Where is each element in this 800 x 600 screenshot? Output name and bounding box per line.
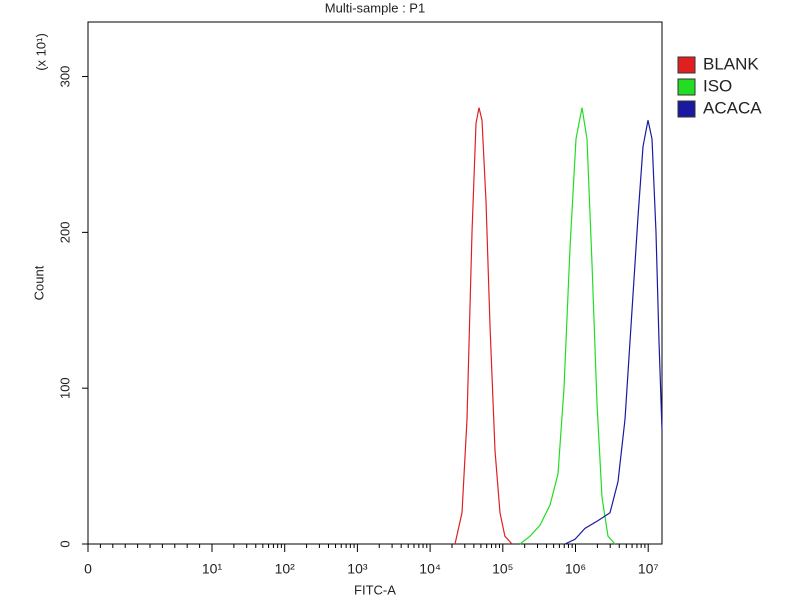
legend-swatch: [677, 100, 696, 118]
y-axis-label: Count: [31, 265, 46, 300]
histogram-line: [454, 107, 513, 545]
legend-swatch: [677, 56, 696, 74]
y-tick-label: 100: [57, 377, 72, 399]
chart-title: Multi-sample : P1: [325, 0, 425, 15]
y-tick-label: 0: [57, 540, 72, 547]
x-tick-label: 10²: [275, 561, 296, 577]
x-tick-label: 10⁴: [419, 561, 441, 577]
x-tick-label: 10¹: [202, 561, 223, 577]
x-tick-label: 10³: [347, 561, 368, 577]
x-tick-label: 10⁶: [565, 561, 586, 577]
legend-swatch: [677, 78, 696, 96]
y-tick-label: 200: [57, 222, 72, 244]
y-multiplier: (x 10¹): [33, 33, 48, 71]
plot-frame: [87, 21, 663, 545]
x-tick-label: 10⁵: [492, 561, 513, 577]
histogram-line: [519, 107, 616, 545]
legend-label: ACACA: [703, 98, 762, 117]
x-axis-label: FITC-A: [354, 582, 396, 597]
y-tick-label: 300: [57, 66, 72, 88]
legend-label: ISO: [703, 76, 732, 95]
legend-label: BLANK: [703, 54, 759, 73]
x-tick-label: 10⁷: [638, 561, 659, 577]
histogram-line: [564, 120, 663, 545]
x-tick-label: 0: [84, 561, 92, 577]
